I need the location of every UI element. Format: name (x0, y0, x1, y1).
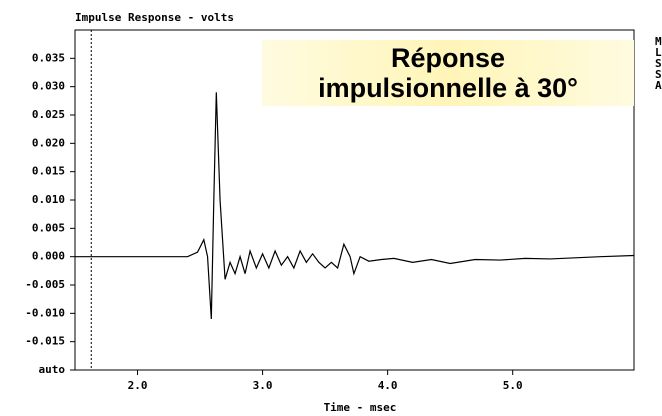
y-tick-label: 0.010 (32, 193, 65, 206)
y-tick-label: 0.015 (32, 165, 65, 178)
y-tick-label: -0.010 (25, 306, 65, 319)
y-tick-label: 0.005 (32, 221, 65, 234)
side-label: A (655, 79, 662, 92)
y-tick-label: auto (39, 363, 66, 376)
y-tick-label: 0.035 (32, 51, 65, 64)
y-tick-label: -0.015 (25, 335, 65, 348)
annotation-box (262, 40, 634, 106)
annotation-line: Réponse (391, 43, 505, 73)
y-tick-label: -0.005 (25, 278, 65, 291)
line-series (75, 92, 635, 320)
x-tick-label: 4.0 (378, 379, 398, 392)
x-tick-label: 5.0 (503, 379, 523, 392)
side-label: L (655, 46, 662, 59)
annotation-line: impulsionnelle à 30° (318, 73, 578, 103)
x-axis-label: Time - msec (324, 401, 397, 414)
x-tick-label: 3.0 (253, 379, 273, 392)
y-tick-label: 0.020 (32, 136, 65, 149)
side-label: S (655, 57, 662, 70)
y-tick-label: 0.000 (32, 250, 65, 263)
side-label: M (655, 35, 662, 48)
y-tick-label: 0.025 (32, 108, 65, 121)
chart-title: Impulse Response - volts (75, 11, 234, 24)
x-tick-label: 2.0 (128, 379, 148, 392)
y-tick-label: 0.030 (32, 80, 65, 93)
side-label: S (655, 68, 662, 81)
